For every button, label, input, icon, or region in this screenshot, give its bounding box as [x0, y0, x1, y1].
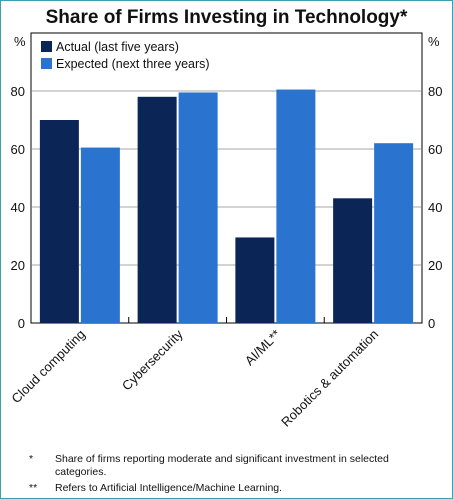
y-tick-label-left: 0	[18, 316, 25, 331]
bar-expected	[178, 92, 218, 323]
bar-expected	[276, 89, 316, 323]
bar-expected	[80, 147, 120, 323]
bar-actual	[235, 237, 275, 323]
y-tick-label-right: 60	[428, 142, 442, 157]
y-tick-label-left: 20	[11, 258, 25, 273]
x-category-label: AI/ML**	[242, 327, 284, 369]
bar-actual	[39, 120, 79, 323]
x-category-label: Cybersecurity	[119, 326, 186, 393]
y-tick-label-left: 60	[11, 142, 25, 157]
y-tick-label-right: 80	[428, 84, 442, 99]
y-tick-label-right: 40	[428, 200, 442, 215]
y-tick-label-left: 80	[11, 84, 25, 99]
chart-svg: 0 0 20 20 40 40 60 60 80 80% % Cloud computing Cyber…	[8, 32, 442, 430]
x-category-label: Cloud computing	[8, 327, 88, 407]
footnote-2: ** Refers to Artificial Intelligence/Mac…	[29, 482, 283, 494]
y-axis-unit-left: %	[14, 34, 26, 49]
x-category-label: Robotics & automation	[278, 327, 381, 430]
legend-swatch	[41, 41, 52, 52]
bar-expected	[374, 143, 414, 323]
legend-label: Actual (last five years)	[56, 40, 179, 54]
chart-title: Share of Firms Investing in Technology*	[45, 7, 408, 28]
legend-label: Expected (next three years)	[56, 57, 210, 71]
footnote-1: * Share of firms reporting moderate and …	[29, 453, 389, 478]
bar-actual	[137, 96, 177, 323]
footnotes: * Share of firms reporting moderate and …	[29, 453, 439, 498]
y-axis-unit-right: %	[428, 34, 440, 49]
bar-actual	[333, 198, 373, 323]
y-tick-label-right: 20	[428, 258, 442, 273]
legend-swatch	[41, 58, 52, 69]
y-tick-label-right: 0	[428, 316, 435, 331]
y-tick-label-left: 40	[11, 200, 25, 215]
